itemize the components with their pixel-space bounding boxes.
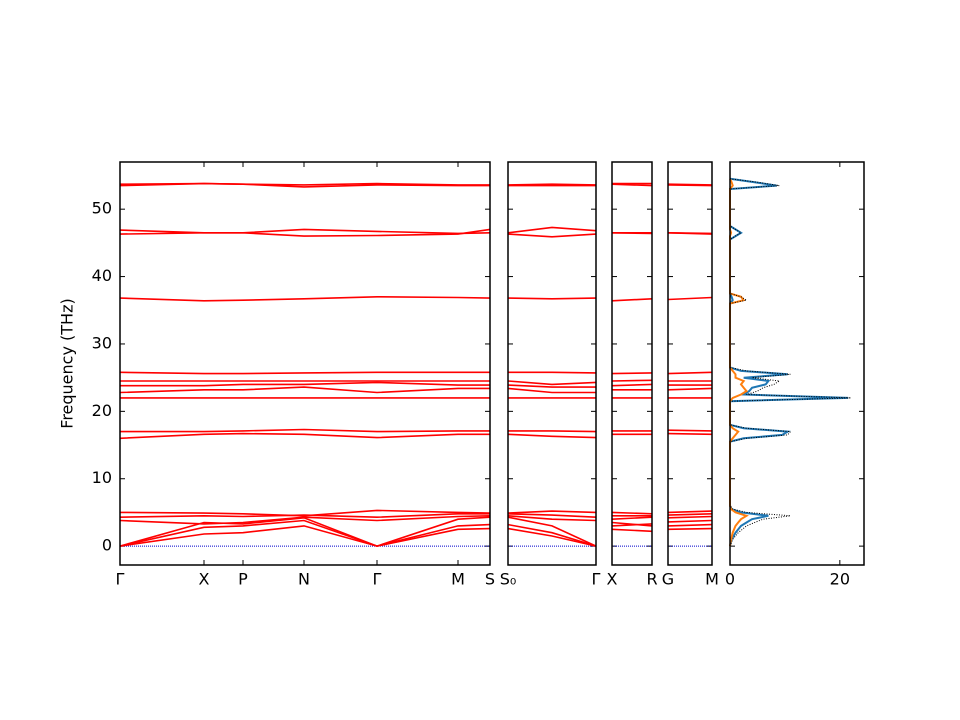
- x-tick-label: Γ: [592, 570, 601, 589]
- band: [667, 429, 713, 432]
- band: [611, 372, 653, 375]
- band: [611, 183, 653, 187]
- panel-frame: [729, 161, 865, 566]
- band: [667, 515, 713, 519]
- y-tick-label: 30: [92, 333, 112, 352]
- band: [667, 523, 713, 527]
- y-tick-label: 40: [92, 266, 112, 285]
- panel-frame: [667, 161, 713, 566]
- y-axis-label: Frequency (THz): [58, 298, 77, 428]
- y-tick-label: 0: [102, 536, 112, 555]
- x-tick-label: X: [199, 570, 210, 589]
- band: [507, 387, 596, 394]
- band: [119, 371, 490, 375]
- panel-frame: [119, 161, 491, 566]
- band: [611, 383, 653, 387]
- band: [507, 433, 597, 439]
- band: [119, 432, 490, 440]
- band: [507, 380, 597, 386]
- band: [507, 297, 597, 300]
- band: [667, 519, 713, 523]
- x-tick-label: N: [298, 570, 310, 589]
- band: [507, 384, 596, 388]
- band: [507, 226, 597, 234]
- x-tick-label: S₀: [500, 570, 517, 589]
- band: [611, 298, 653, 302]
- band: [119, 515, 491, 525]
- band: [507, 233, 597, 238]
- band: [507, 183, 597, 186]
- dos-line: [729, 178, 851, 547]
- x-tick-label: M: [451, 570, 465, 589]
- dos-line: [729, 177, 849, 547]
- x-tick-label: G: [662, 570, 674, 589]
- band: [507, 516, 597, 547]
- x-tick-label: R: [646, 570, 657, 589]
- band: [119, 509, 491, 517]
- x-tick-label: Γ: [116, 570, 125, 589]
- x-tick-label: M: [705, 570, 719, 589]
- band: [119, 295, 491, 302]
- band: [507, 527, 597, 547]
- band: [507, 510, 597, 514]
- x-tick-label: P: [238, 570, 248, 589]
- panel-frame: [507, 161, 597, 566]
- band: [120, 428, 490, 433]
- band: [667, 183, 713, 186]
- y-tick-label: 10: [92, 468, 112, 487]
- band: [611, 521, 653, 527]
- x-tick-label: X: [607, 570, 618, 589]
- band: [611, 511, 653, 515]
- band: [507, 513, 597, 518]
- band: [667, 232, 713, 235]
- band: [507, 523, 597, 547]
- x-tick-label: S: [485, 570, 495, 589]
- band: [667, 527, 713, 531]
- band: [120, 381, 490, 387]
- band: [119, 182, 490, 186]
- band: [667, 510, 713, 514]
- band: [508, 371, 597, 374]
- band: [667, 371, 713, 375]
- band: [667, 513, 713, 516]
- x-tick-label: 0: [725, 570, 735, 589]
- band: [611, 528, 653, 533]
- band: [611, 516, 653, 520]
- x-tick-label: Γ: [373, 570, 382, 589]
- panel-frame: [611, 161, 653, 566]
- band: [507, 515, 597, 522]
- band: [611, 232, 653, 235]
- band: [508, 430, 597, 433]
- band: [119, 228, 491, 235]
- band: [611, 379, 653, 382]
- band: [119, 525, 491, 547]
- band: [667, 432, 713, 436]
- band: [119, 519, 491, 547]
- x-tick-label: 20: [830, 570, 850, 589]
- y-tick-label: 50: [92, 199, 112, 218]
- band: [119, 386, 490, 394]
- band: [667, 296, 713, 301]
- y-tick-label: 20: [92, 401, 112, 420]
- band: [667, 387, 713, 391]
